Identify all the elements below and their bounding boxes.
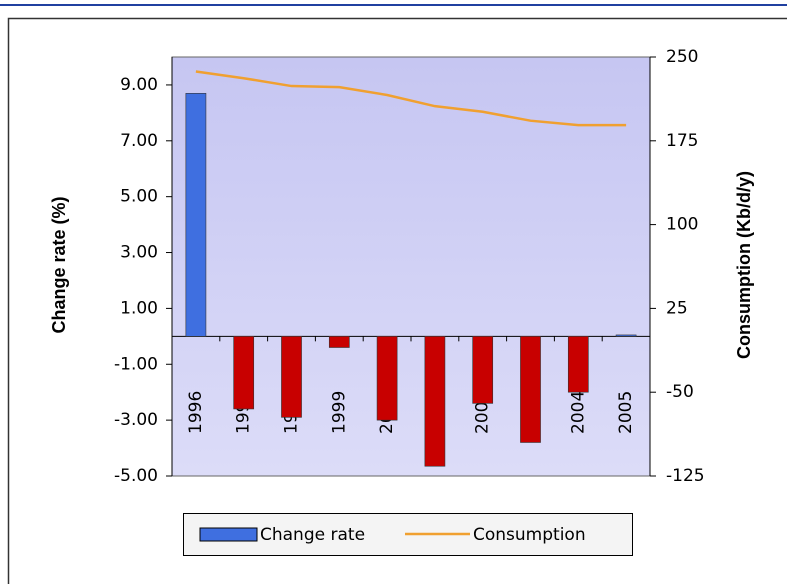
- bar: [472, 336, 494, 404]
- y2-axis-title: Consumption (Kb/d/y): [734, 171, 754, 359]
- y2-tick-label: 175: [666, 131, 698, 151]
- y2-tick-label: -125: [666, 466, 705, 486]
- y2-tick-label: 25: [666, 298, 688, 318]
- y-tick-label: 5.00: [120, 187, 158, 207]
- line: [195, 70, 627, 127]
- y-tick-label: 1.00: [120, 298, 158, 318]
- bar: [424, 336, 446, 467]
- y-tick-label: -1.00: [114, 354, 158, 374]
- bar: [376, 336, 398, 421]
- x-tick-label: 1999: [329, 391, 349, 434]
- bar: [281, 336, 302, 418]
- bar: [185, 93, 207, 337]
- bar: [233, 336, 255, 410]
- x-tick-label: 2004: [568, 391, 588, 434]
- x-tick-label: 1996: [186, 391, 206, 434]
- legend: [183, 513, 633, 556]
- bar: [520, 336, 541, 443]
- legend-swatch: [199, 527, 258, 542]
- legend-label: Consumption: [473, 525, 586, 545]
- bar: [567, 336, 589, 393]
- y2-tick-label: -50: [666, 382, 694, 402]
- y-tick-label: 7.00: [120, 131, 158, 151]
- bar: [328, 336, 350, 348]
- y2-tick-label: 250: [666, 47, 698, 67]
- y2-tick-label: 100: [666, 215, 698, 235]
- bar: [615, 334, 637, 337]
- legend-label: Change rate: [260, 525, 365, 545]
- y-axis-title: Change rate (%): [49, 196, 69, 333]
- x-tick-label: 2005: [616, 391, 636, 434]
- y-tick-label: -5.00: [114, 466, 158, 486]
- y-tick-label: 9.00: [120, 75, 158, 95]
- y-tick-label: 3.00: [120, 243, 158, 263]
- y-tick-label: -3.00: [114, 410, 158, 430]
